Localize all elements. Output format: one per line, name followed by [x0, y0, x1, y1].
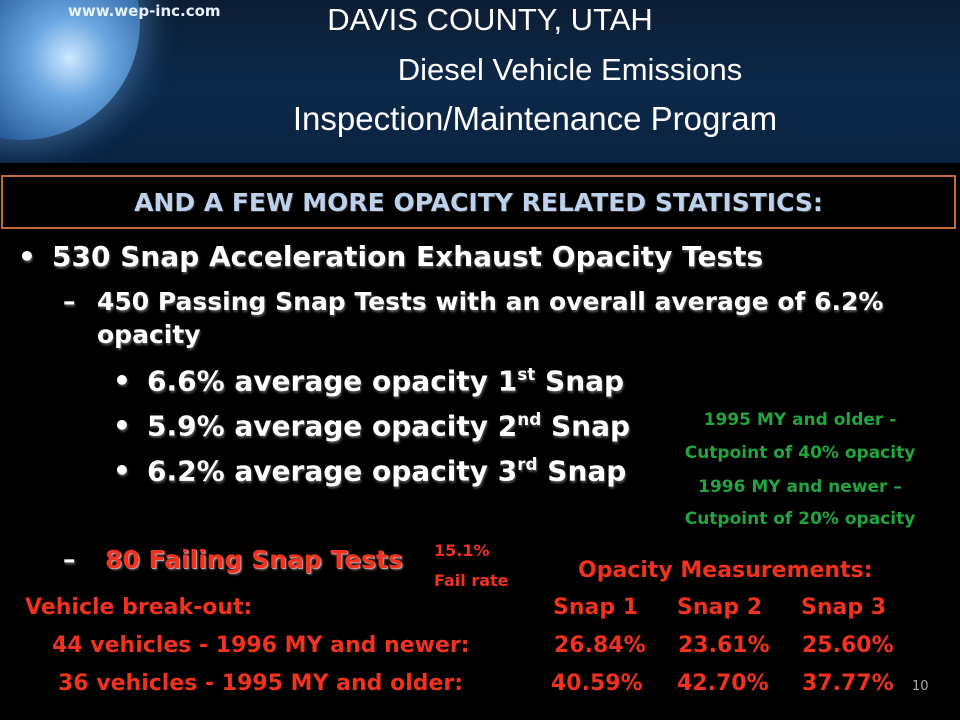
row-newer-snap-2: 23.61% — [678, 633, 770, 658]
col-header-snap-3: Snap 3 — [801, 595, 887, 620]
row-older-snap-2: 42.70% — [677, 671, 769, 696]
snap-1-sup: st — [517, 364, 536, 384]
bullet-passing-text: 450 Passing Snap Tests with an overall a… — [97, 287, 884, 316]
bullet-dot-icon: • — [113, 364, 131, 398]
website-url: www.wep-inc.com — [68, 2, 221, 20]
col-header-snap-1: Snap 1 — [553, 595, 639, 620]
row-older-snap-3: 37.77% — [802, 671, 894, 696]
snap-3-text: 6.2% average opacity 3 — [147, 454, 518, 488]
row-older-snap-1: 40.59% — [551, 671, 643, 696]
row-newer-snap-1: 26.84% — [554, 633, 646, 658]
cutpoint-line-1: 1995 MY and older - — [703, 410, 897, 430]
fail-rate-label: Fail rate — [434, 571, 509, 590]
cutpoint-line-2: Cutpoint of 40% opacity — [684, 443, 916, 463]
page-number: 10 — [912, 679, 929, 694]
col-header-snap-2: Snap 2 — [677, 595, 763, 620]
bullet-dot-icon: • — [18, 240, 36, 273]
title-line-1: DAVIS COUNTY, UTAH — [327, 2, 653, 37]
dash-icon: – — [63, 545, 76, 574]
snap-1-text: 6.6% average opacity 1 — [147, 364, 518, 398]
fail-rate-value: 15.1% — [434, 541, 490, 560]
banner-text: AND A FEW MORE OPACITY RELATED STATISTIC… — [134, 187, 823, 217]
bullet-dot-icon: • — [113, 454, 131, 488]
bullet-passing-cont: opacity — [97, 320, 201, 349]
snap-2-text: 5.9% average opacity 2 — [147, 409, 518, 443]
section-banner: AND A FEW MORE OPACITY RELATED STATISTIC… — [1, 175, 956, 229]
snap-2-sup: nd — [517, 409, 542, 429]
bullet-passing: –450 Passing Snap Tests with an overall … — [63, 287, 883, 316]
cutpoint-line-3: 1996 MY and newer – — [698, 477, 902, 497]
bullet-failing: –80 Failing Snap Tests — [63, 545, 403, 574]
slide-header: www.wep-inc.com DAVIS COUNTY, UTAH Diese… — [0, 0, 960, 163]
failing-text: 80 Failing Snap Tests — [105, 545, 403, 574]
title-line-3: Inspection/Maintenance Program — [292, 100, 778, 137]
snap-item-3: • 6.2% average opacity 3rd Snap — [113, 454, 626, 487]
row-newer-snap-3: 25.60% — [802, 633, 894, 658]
snap-1-suffix: Snap — [535, 364, 625, 398]
bullet-dot-icon: • — [113, 409, 131, 443]
row-label-newer: 44 vehicles - 1996 MY and newer: — [52, 633, 470, 658]
snap-3-suffix: Snap — [537, 454, 627, 488]
dash-icon: – — [63, 287, 76, 316]
snap-3-sup: rd — [517, 454, 538, 474]
bullet-main: • 530 Snap Acceleration Exhaust Opacity T… — [18, 240, 763, 273]
bullet-main-text: 530 Snap Acceleration Exhaust Opacity Te… — [52, 240, 764, 273]
title-line-2: Diesel Vehicle Emissions — [397, 52, 743, 87]
row-label-older: 36 vehicles - 1995 MY and older: — [58, 671, 464, 696]
measurements-title: Opacity Measurements: — [578, 558, 873, 583]
breakout-label: Vehicle break-out: — [25, 595, 253, 620]
cutpoint-line-4: Cutpoint of 20% opacity — [684, 509, 916, 529]
snap-item-1: • 6.6% average opacity 1st Snap — [113, 364, 624, 397]
snap-item-2: • 5.9% average opacity 2nd Snap — [113, 409, 630, 442]
snap-2-suffix: Snap — [541, 409, 631, 443]
globe-logo — [0, 0, 140, 140]
